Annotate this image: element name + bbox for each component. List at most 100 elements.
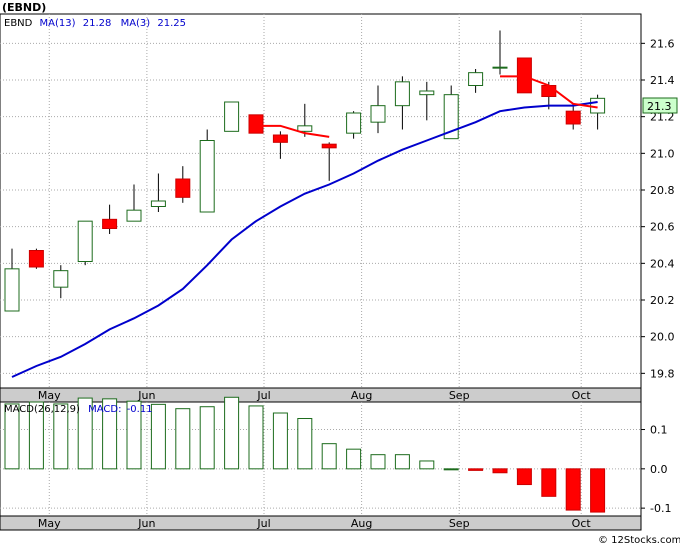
candle-up — [590, 97, 606, 114]
macd-y-ticks: 0.1 0.0 -0.1 — [641, 424, 671, 515]
macd-bar-negative — [590, 468, 606, 513]
candle-up — [419, 90, 435, 96]
candle-up — [126, 209, 142, 222]
last-price-label: 21.3 — [647, 100, 672, 113]
macd-bar-positive — [199, 406, 215, 470]
macd-x-axis-bar — [0, 515, 642, 531]
macd-bar-negative — [565, 468, 581, 511]
candle-up — [4, 268, 20, 312]
candle-up — [297, 125, 313, 132]
watermark: © 12Stocks.com — [598, 535, 680, 546]
macd-panel-frame — [0, 401, 642, 517]
macd-bar-positive — [150, 403, 166, 470]
macd-legend: MACD(26,12,9) MACD: -0.11 — [4, 404, 153, 415]
price-marks — [4, 30, 606, 378]
macd-label: MACD: — [88, 404, 121, 415]
macd-bar-negative — [468, 468, 484, 471]
price-y-tick-label: 19.8 — [650, 367, 675, 380]
chart-title: (EBND) — [2, 1, 46, 14]
macd-x-tick-label: Jul — [256, 517, 270, 530]
macd-bar-positive — [443, 468, 459, 471]
legend-symbol: EBND — [4, 18, 33, 29]
macd-bar-positive — [77, 397, 93, 470]
macd-bar-positive — [419, 460, 435, 470]
ma13-line — [11, 101, 598, 378]
candle-up — [370, 105, 386, 123]
macd-bar-positive — [346, 448, 362, 470]
macd-bar-positive — [4, 403, 20, 470]
macd-bars — [4, 396, 606, 513]
macd-x-tick-label: Oct — [572, 517, 592, 530]
macd-bar-negative — [516, 468, 532, 486]
price-x-axis-bar — [0, 387, 642, 403]
legend-ma13-label: MA(13) — [40, 18, 76, 29]
candle-up — [224, 101, 240, 132]
price-y-tick-label: 21.2 — [650, 111, 675, 124]
macd-title: MACD(26,12,9) — [4, 404, 80, 415]
price-x-tick-label: Jul — [256, 389, 270, 402]
macd-bar-negative — [492, 468, 508, 474]
price-y-ticks: 19.8 20.0 20.2 20.4 20.6 20.8 21.0 21.2 21.4 21.6 — [641, 37, 675, 380]
candle-down — [565, 110, 581, 125]
macd-bar-positive — [248, 405, 264, 470]
candle-down — [541, 85, 557, 97]
macd-y-tick-label: -0.1 — [650, 502, 671, 515]
ma3-line — [500, 75, 598, 109]
legend-ma3-value: 21.25 — [157, 18, 186, 29]
price-y-tick-label: 21.6 — [650, 37, 675, 50]
candle-up — [492, 66, 508, 69]
price-y-tick-label: 20.2 — [650, 294, 675, 307]
macd-bar-positive — [394, 454, 410, 470]
macd-grid — [0, 402, 641, 516]
candle-down — [28, 250, 44, 268]
price-y-tick-label: 21.0 — [650, 147, 675, 160]
macd-bar-positive — [370, 454, 386, 470]
macd-x-tick-label: Jun — [137, 517, 155, 530]
price-y-tick-label: 20.6 — [650, 221, 675, 234]
candle-down — [248, 114, 264, 134]
legend-ma3-label: MA(3) — [121, 18, 151, 29]
price-legend: EBND MA(13) 21.28 MA(3) 21.25 — [4, 18, 186, 29]
ma3-line — [256, 124, 330, 138]
candle-up — [199, 140, 215, 213]
candle-down — [272, 134, 288, 143]
macd-x-ticks: May Jun Jul Aug Sep Oct — [38, 517, 591, 530]
macd-x-tick-label: Aug — [351, 517, 372, 530]
price-y-tick-label: 20.0 — [650, 331, 675, 344]
macd-bar-positive — [126, 400, 142, 470]
candle-up — [346, 112, 362, 134]
macd-x-tick-label: May — [38, 517, 61, 530]
candle-up — [150, 200, 166, 207]
candle-down — [321, 143, 337, 149]
price-x-tick-label: Aug — [351, 389, 372, 402]
price-y-tick-label: 21.4 — [650, 74, 675, 87]
macd-bar-positive — [321, 443, 337, 470]
price-panel-frame — [0, 13, 642, 389]
macd-bar-positive — [297, 418, 313, 470]
price-x-tick-label: Oct — [572, 389, 592, 402]
last-price-tag — [642, 97, 678, 114]
candle-down — [102, 218, 118, 229]
macd-y-tick-label: 0.0 — [650, 463, 668, 476]
price-y-tick-label: 20.8 — [650, 184, 675, 197]
macd-bar-positive — [102, 398, 118, 470]
price-y-tick-label: 20.4 — [650, 257, 675, 270]
candle-up — [468, 72, 484, 86]
candle-up — [77, 220, 93, 263]
macd-y-tick-label: 0.1 — [650, 424, 668, 437]
candle-down — [175, 178, 191, 198]
macd-bar-positive — [224, 396, 240, 470]
macd-bar-positive — [272, 412, 288, 470]
candle-up — [394, 81, 410, 107]
price-x-tick-label: Jun — [137, 389, 155, 402]
macd-x-tick-label: Sep — [449, 517, 470, 530]
candle-up — [53, 270, 69, 288]
macd-bar-positive — [53, 403, 69, 470]
macd-bar-negative — [541, 468, 557, 497]
price-x-tick-label: May — [38, 389, 61, 402]
price-grid — [0, 14, 641, 388]
macd-bar-positive — [175, 408, 191, 470]
candle-up — [443, 94, 459, 140]
macd-bar-positive — [28, 401, 44, 470]
